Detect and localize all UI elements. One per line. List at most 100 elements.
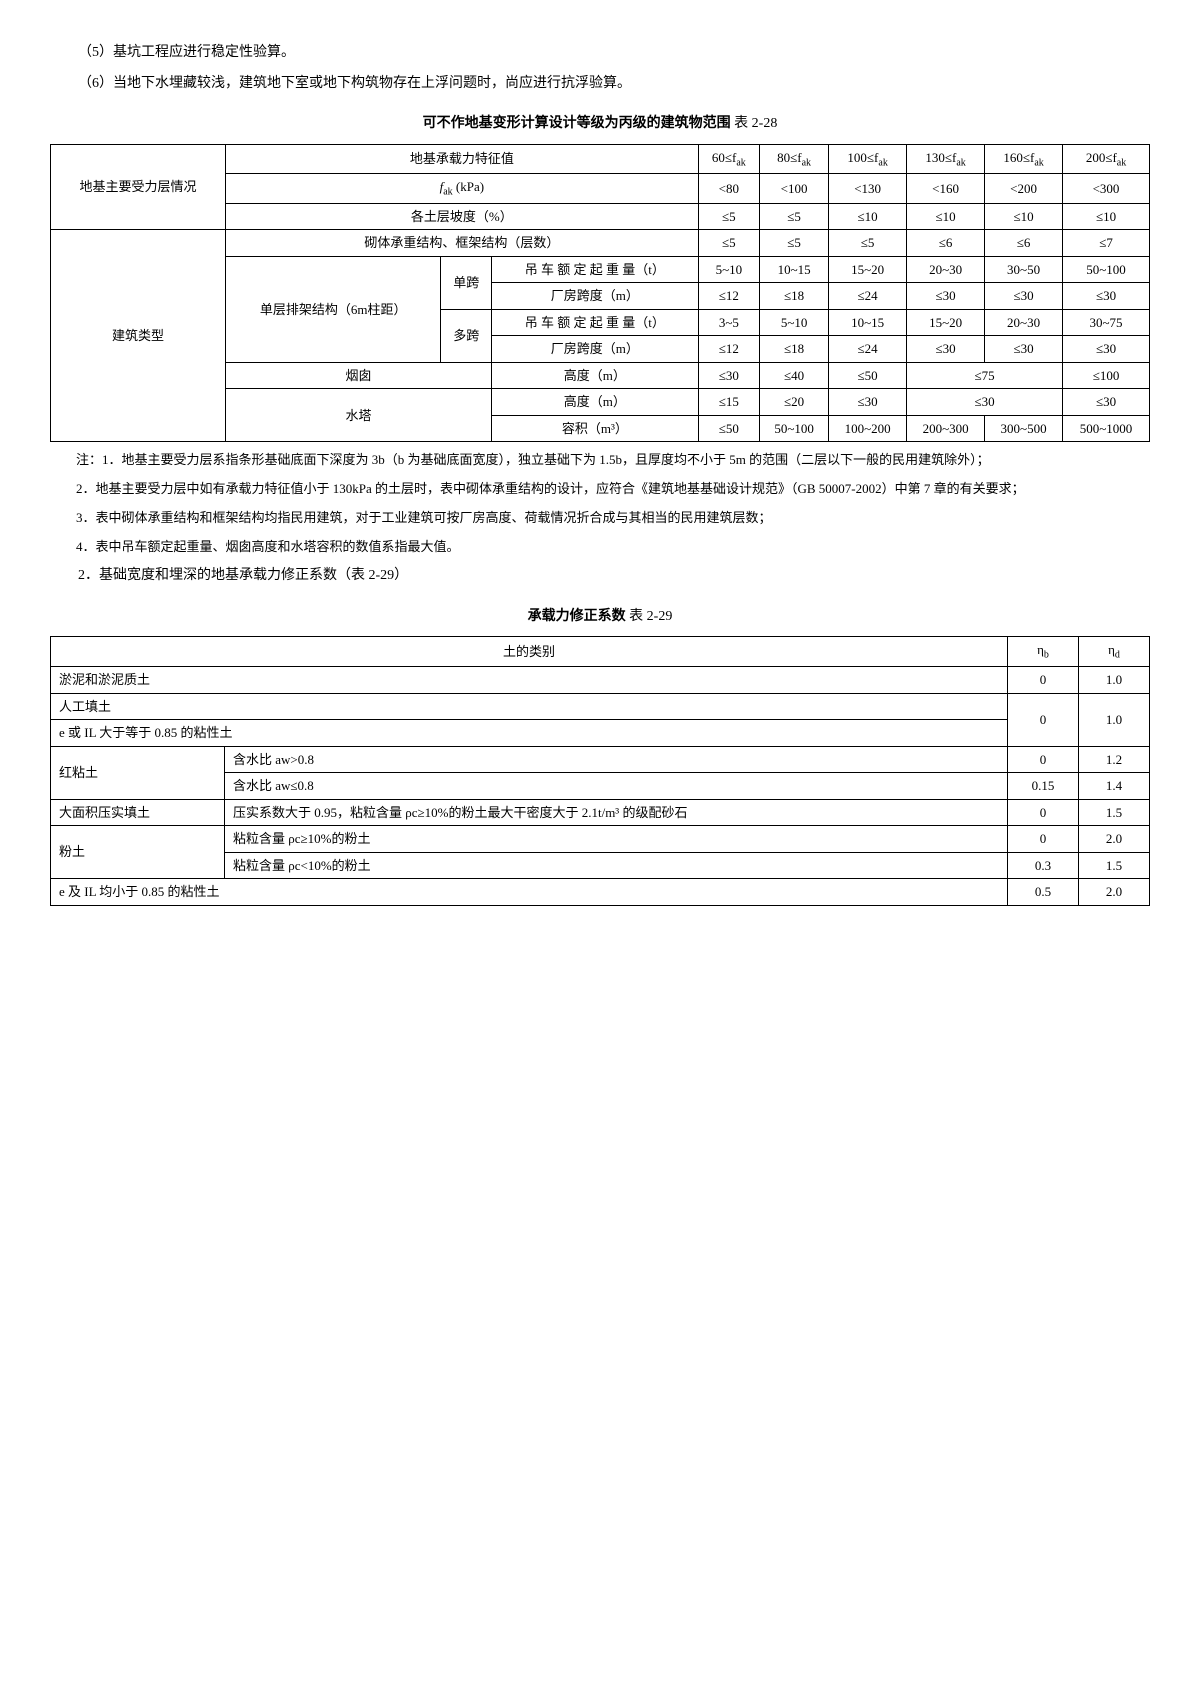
t1-r1-1: <80 [698,174,759,204]
t1-multi-span: 多跨 [441,309,492,362]
t1-chimney: 烟囱 [226,362,492,389]
t2-r7-nb: 0.3 [1008,852,1079,879]
t1-r6-5: ≤30 [907,389,1063,416]
t2-r0-nd: 1.0 [1079,667,1150,694]
t2-r5-nd: 1.5 [1079,799,1150,826]
t1-r3-6: ≤6 [985,230,1063,257]
t1-r2-5: ≤10 [985,203,1063,230]
t1-r4b-1: ≤12 [698,283,759,310]
t1-span2: 厂房跨度（m） [492,336,699,363]
caption-1-number: 表 2-28 [731,116,778,131]
t1-r4d-4: ≤30 [907,336,985,363]
paragraph-base: 2．基础宽度和埋深的地基承载力修正系数（表 2-29） [50,563,1150,590]
t1-head-bearing: 地基承载力特征值 [226,144,699,174]
t1-r3-7: ≤7 [1063,230,1150,257]
t2-r1-nd: 1.0 [1079,693,1150,746]
table-2-caption: 承载力修正系数 表 2-29 [50,604,1150,631]
t1-r4b-4: ≤30 [907,283,985,310]
t1-head-range-2: 60≤fak [698,144,759,174]
table-1-caption: 可不作地基变形计算设计等级为丙级的建筑物范围 表 2-28 [50,111,1150,138]
t2-r3-nb: 0 [1008,746,1079,773]
t1-r4a-6: 20~30 [907,256,985,283]
caption-1-bold: 可不作地基变形计算设计等级为丙级的建筑物范围 [423,116,731,131]
t2-r7-c1: 粘粒含量 ρc<10%的粉土 [225,852,1008,879]
t1-r4b-6: ≤30 [1063,283,1150,310]
t1-r4b-2: ≤18 [760,283,829,310]
t1-head-range-3: 80≤fak [760,144,829,174]
t2-r7-nd: 1.5 [1079,852,1150,879]
t1-masonry: 砌体承重结构、框架结构（层数） [226,230,699,257]
t2-r3-nd: 1.2 [1079,746,1150,773]
caption-2-number: 表 2-29 [626,609,673,624]
t2-r5-c1: 压实系数大于 0.95，粘粒含量 ρc≥10%的粉土最大干密度大于 2.1t/m… [225,799,1008,826]
t1-r1-4: <160 [907,174,985,204]
t2-r5-nb: 0 [1008,799,1079,826]
t1-crane1: 吊 车 额 定 起 重 量（t） [492,256,699,283]
t2-r4-nd: 1.4 [1079,773,1150,800]
t1-single-frame: 单层排架结构（6m柱距） [226,256,441,362]
note1-0: 注：1．地基主要受力层系指条形基础底面下深度为 3b（b 为基础底面宽度），独立… [50,448,1150,473]
t1-r6-2: ≤15 [698,389,759,416]
t1-r2-3: ≤10 [829,203,907,230]
t1-r4a-3: 5~10 [698,256,759,283]
t1-r5-5: ≤75 [907,362,1063,389]
t1-r2-4: ≤10 [907,203,985,230]
t1-r5-6: ≤100 [1063,362,1150,389]
t1-single-span: 单跨 [441,256,492,309]
t2-r1: 人工填土 [51,693,1008,720]
t1-r2-2: ≤5 [760,203,829,230]
t1-chimney-h: 高度（m） [492,362,699,389]
t2-r4-nb: 0.15 [1008,773,1079,800]
t1-r6-3: ≤20 [760,389,829,416]
t1-r4c-5: 20~30 [985,309,1063,336]
t1-r1-6: <300 [1063,174,1150,204]
t1-tower: 水塔 [226,389,492,442]
t2-r0: 淤泥和淤泥质土 [51,667,1008,694]
t2-r6-nb: 0 [1008,826,1079,853]
t1-head-range-7: 200≤fak [1063,144,1150,174]
t1-r4b-5: ≤30 [985,283,1063,310]
t1-r3-4: ≤5 [829,230,907,257]
t1-r4a-7: 30~50 [985,256,1063,283]
t2-r3-c1: 含水比 aw>0.8 [225,746,1008,773]
t1-r7-1: ≤50 [698,415,759,442]
t1-fak: fak (kPa) [226,174,699,204]
t1-r4b-3: ≤24 [829,283,907,310]
t1-r4c-2: 5~10 [760,309,829,336]
note1-3: 4．表中吊车额定起重量、烟囱高度和水塔容积的数值系指最大值。 [50,535,1150,560]
t2-r3-c0: 红粘土 [51,746,225,799]
t1-r4d-2: ≤18 [760,336,829,363]
note1-2: 3．表中砌体承重结构和框架结构均指民用建筑，对于工业建筑可按厂房高度、荷载情况折… [50,506,1150,531]
t1-r4d-6: ≤30 [1063,336,1150,363]
t1-r5-2: ≤30 [698,362,759,389]
t2-r1-nb: 0 [1008,693,1079,746]
t1-crane2: 吊 车 额 定 起 重 量（t） [492,309,699,336]
t1-r4a-8: 50~100 [1063,256,1150,283]
paragraph-5: （5）基坑工程应进行稳定性验算。 [50,40,1150,67]
t1-r4d-5: ≤30 [985,336,1063,363]
t1-r3-3: ≤5 [760,230,829,257]
t2-r6-nd: 2.0 [1079,826,1150,853]
t1-tower-h: 高度（m） [492,389,699,416]
t1-r4c-3: 10~15 [829,309,907,336]
t1-span1: 厂房跨度（m） [492,283,699,310]
t2-r4-c1: 含水比 aw≤0.8 [225,773,1008,800]
table-2: 土的类别ηbηd淤泥和淤泥质土01.0人工填土01.0e 或 IL 大于等于 0… [50,636,1150,905]
t2-r8: e 及 IL 均小于 0.85 的粘性土 [51,879,1008,906]
t2-r6-c0: 粉土 [51,826,225,879]
table-1-notes: 注：1．地基主要受力层系指条形基础底面下深度为 3b（b 为基础底面宽度），独立… [50,448,1150,559]
t1-r3-5: ≤6 [907,230,985,257]
t2-r6-c1: 粘粒含量 ρc≥10%的粉土 [225,826,1008,853]
t1-r7-3: 100~200 [829,415,907,442]
t1-head-range-6: 160≤fak [985,144,1063,174]
t1-r7-6: 500~1000 [1063,415,1150,442]
t1-r4a-4: 10~15 [760,256,829,283]
t1-col0-head: 地基主要受力层情况 [51,144,226,230]
t1-r7-2: 50~100 [760,415,829,442]
note1-1: 2．地基主要受力层中如有承载力特征值小于 130kPa 的土层时，表中砌体承重结… [50,477,1150,502]
t2-r2: e 或 IL 大于等于 0.85 的粘性土 [51,720,1008,747]
t1-building-type: 建筑类型 [51,230,226,442]
t2-head-nb: ηb [1008,637,1079,667]
t1-r5-4: ≤50 [829,362,907,389]
table-1: 地基主要受力层情况地基承载力特征值60≤fak80≤fak100≤fak130≤… [50,144,1150,443]
